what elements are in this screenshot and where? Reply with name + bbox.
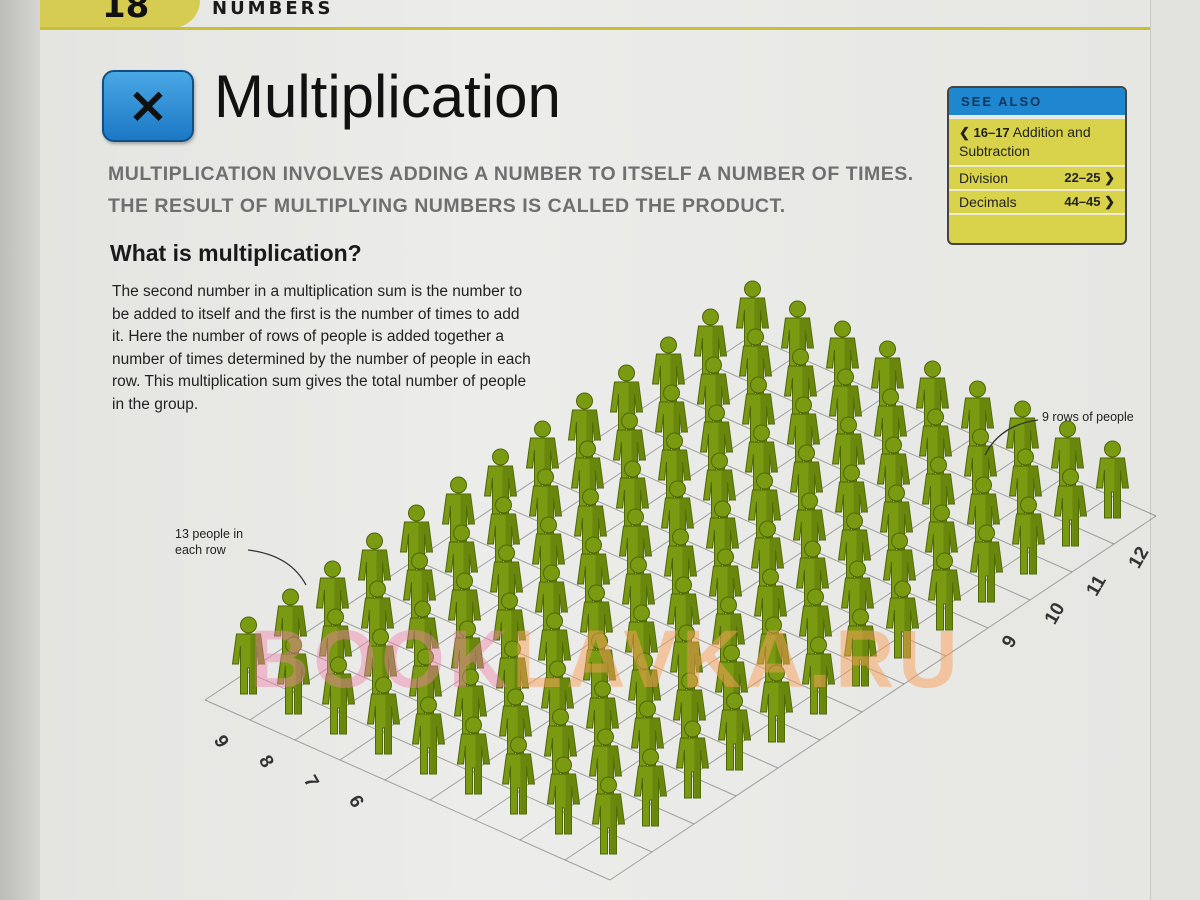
person-figure	[591, 776, 626, 855]
see-also-box: SEE ALSO ❮ 16–17 Addition and Subtractio…	[947, 86, 1127, 245]
see-also-pages: 22–25 ❯	[1064, 170, 1115, 185]
body-text: The second number in a multiplication su…	[112, 283, 531, 413]
person-figure	[501, 736, 536, 815]
watermark-b: LAVKA.RU	[512, 614, 962, 705]
person-figure	[456, 716, 491, 795]
person-figure	[276, 636, 311, 715]
person-figure	[927, 552, 962, 631]
see-also-heading: SEE ALSO	[949, 88, 1125, 119]
person-figure	[1005, 400, 1040, 479]
person-figure	[231, 616, 266, 695]
person-figure	[321, 656, 356, 735]
header-rule	[40, 27, 1150, 30]
person-figure	[843, 608, 878, 687]
page-title: Multiplication	[214, 63, 561, 130]
watermark-a: BOOK	[250, 614, 512, 705]
see-also-item[interactable]: Division 22–25 ❯	[949, 167, 1125, 191]
person-figure	[1095, 440, 1130, 519]
arrow-icon	[984, 419, 1039, 456]
person-figure	[1011, 496, 1046, 575]
person-figure	[969, 524, 1004, 603]
see-also-label: Addition and Subtraction	[959, 124, 1091, 159]
annotation-people-per-row: 13 people in each row	[175, 527, 244, 557]
person-figure	[801, 636, 836, 715]
person-figure	[675, 720, 710, 799]
page-number: 18	[102, 0, 150, 26]
person-figure	[885, 580, 920, 659]
arrow-icon	[247, 549, 307, 586]
book-spine-edge	[0, 0, 40, 900]
person-figure	[876, 436, 911, 515]
watermark: BOOKLAVKA.RU	[250, 615, 962, 705]
see-also-item[interactable]: Decimals 44–45 ❯	[949, 191, 1125, 215]
multiplication-sign-icon: ×	[102, 70, 194, 142]
page-tab	[40, 0, 200, 28]
person-figure	[411, 696, 446, 775]
intro-text: MULTIPLICATION INVOLVES ADDING A NUMBER …	[108, 163, 914, 217]
subheading: What is multiplication?	[110, 240, 362, 266]
person-figure	[1053, 468, 1088, 547]
see-also-label: Decimals	[959, 194, 1017, 210]
person-figure	[759, 664, 794, 743]
person-figure	[717, 692, 752, 771]
see-also-label: Division	[959, 170, 1009, 186]
person-figure	[366, 676, 401, 755]
annotation-rows: 9 rows of people	[1042, 410, 1134, 424]
next-page-edge	[1150, 0, 1200, 900]
person-figure	[633, 748, 668, 827]
see-also-pages: ❮ 16–17	[959, 125, 1010, 140]
person-figure	[747, 472, 782, 551]
section-title: NUMBERS	[212, 0, 334, 19]
see-also-item[interactable]: ❮ 16–17 Addition and Subtraction	[949, 119, 1125, 167]
see-also-pages: 44–45 ❯	[1064, 194, 1115, 209]
person-figure	[546, 756, 581, 835]
